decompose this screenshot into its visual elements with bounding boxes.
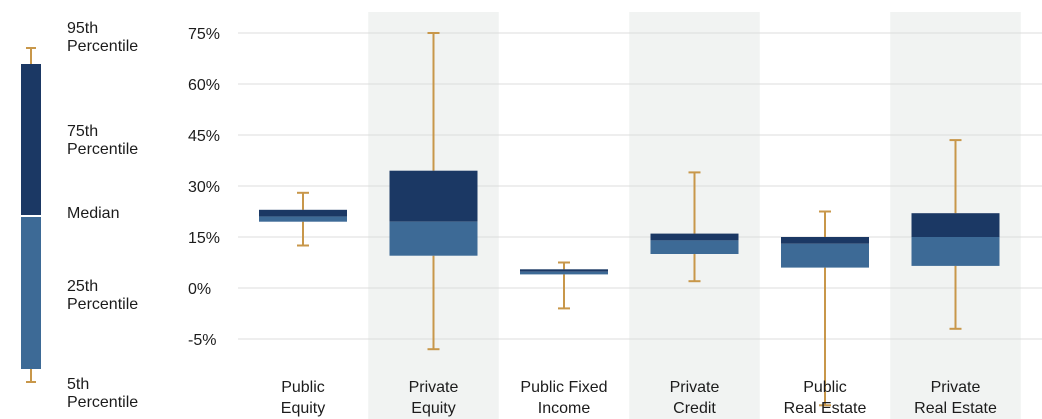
box-3 [650,171,739,283]
legend-lower-box [21,217,41,369]
box-4 [781,210,869,407]
legend-upper-box [21,64,41,215]
x-tick-label: Income [538,400,591,417]
legend: 95thPercentile75thPercentileMedian25thPe… [21,20,138,411]
y-tick-label: -5% [188,332,216,349]
legend-label-p25: Percentile [67,296,138,313]
x-tick-label: Public [281,379,325,396]
x-tick-label: Equity [411,400,455,417]
box-lower-quartile [650,240,739,254]
y-axis-ticks: 75% 60% 45% 30% 15% 0% -5% [188,26,220,349]
box-series [259,32,1000,407]
x-tick-label: Private [409,379,459,396]
legend-label-p5: Percentile [67,394,138,411]
box-5 [911,139,1000,330]
box-upper-quartile [389,170,478,222]
box-lower-quartile [389,221,478,256]
legend-label-p5: 5th [67,376,89,393]
x-tick-label: Private [931,379,981,396]
legend-label-p75: Percentile [67,141,138,158]
y-tick-label: 15% [188,230,220,247]
y-tick-label: 60% [188,77,220,94]
gridlines [238,32,1042,340]
box-upper-quartile [520,269,608,272]
legend-label-p25: 25th [67,278,98,295]
box-2 [520,261,608,310]
box-lower-quartile [520,271,608,275]
x-tick-label: Real Estate [784,400,867,417]
x-tick-label: Public Fixed [520,379,607,396]
box-0 [259,191,347,247]
legend-label-median: Median [67,205,119,222]
box-1 [389,32,478,351]
y-tick-label: 75% [188,26,220,43]
y-tick-label: 30% [188,179,220,196]
x-axis-labels: Public Equity Private Equity Public Fixed Inc… [281,379,997,417]
box-lower-quartile [911,237,1000,266]
x-tick-label: Equity [281,400,325,417]
box-upper-quartile [911,213,1000,237]
x-tick-label: Real Estate [914,400,997,417]
legend-label-p95: 95th [67,20,98,37]
box-lower-quartile [259,216,347,222]
box-upper-quartile [781,237,869,244]
x-tick-label: Public [803,379,847,396]
y-tick-label: 45% [188,128,220,145]
box-lower-quartile [781,243,869,268]
legend-label-p75: 75th [67,123,98,140]
x-tick-label: Private [670,379,720,396]
legend-label-p95: Percentile [67,38,138,55]
box-upper-quartile [650,233,739,241]
y-tick-label: 0% [188,281,211,298]
box-upper-quartile [259,209,347,217]
x-tick-label: Credit [673,400,716,417]
